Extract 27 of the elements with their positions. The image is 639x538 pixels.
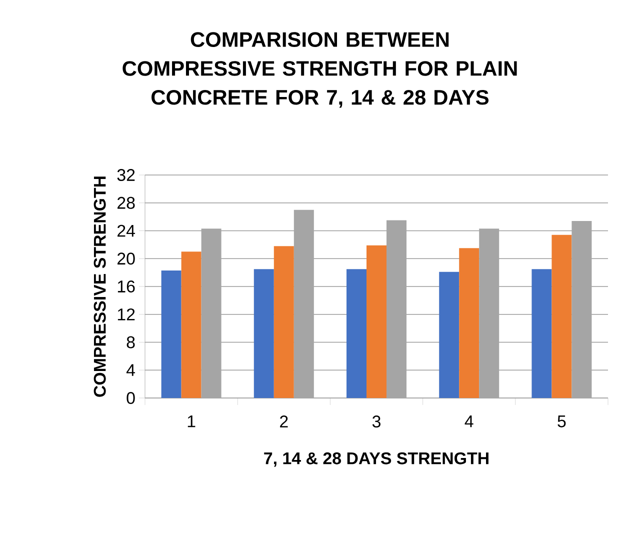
y-tick-label: 12 (118, 308, 135, 320)
y-tick-label: 0 (126, 392, 135, 404)
chart-title: COMPARISION BETWEEN COMPRESSIVE STRENGTH FOR PLAIN CONCRETE FOR 7, 14 & 28 DAYS (122, 32, 517, 108)
bar (181, 252, 202, 398)
bar (532, 269, 552, 398)
y-tick-label: 16 (118, 280, 135, 292)
bar (439, 272, 460, 398)
bar (459, 248, 480, 398)
y-tick-label: 8 (126, 336, 135, 348)
y-tick-label: 4 (126, 364, 135, 376)
bar (552, 234, 572, 398)
x-tick-label: 4 (464, 416, 474, 428)
bar (366, 245, 387, 398)
bar (346, 269, 367, 398)
y-tick-label: 32 (117, 168, 135, 181)
x-tick-label: 1 (188, 416, 196, 428)
bar (254, 269, 274, 398)
y-tick-label: 28 (118, 196, 135, 209)
x-axis-title: 7, 14 & 28 DAYS STRENGTH (264, 452, 488, 467)
y-axis-title: COMPRESSIVE STRENGTH (94, 176, 106, 397)
x-tick-label: 3 (372, 416, 380, 428)
bar (274, 246, 294, 398)
x-tick-label: 2 (280, 416, 288, 428)
bar (161, 270, 182, 398)
x-tick-label: 5 (558, 416, 566, 428)
y-tick-label: 24 (118, 224, 135, 237)
y-tick-label: 20 (118, 252, 135, 265)
